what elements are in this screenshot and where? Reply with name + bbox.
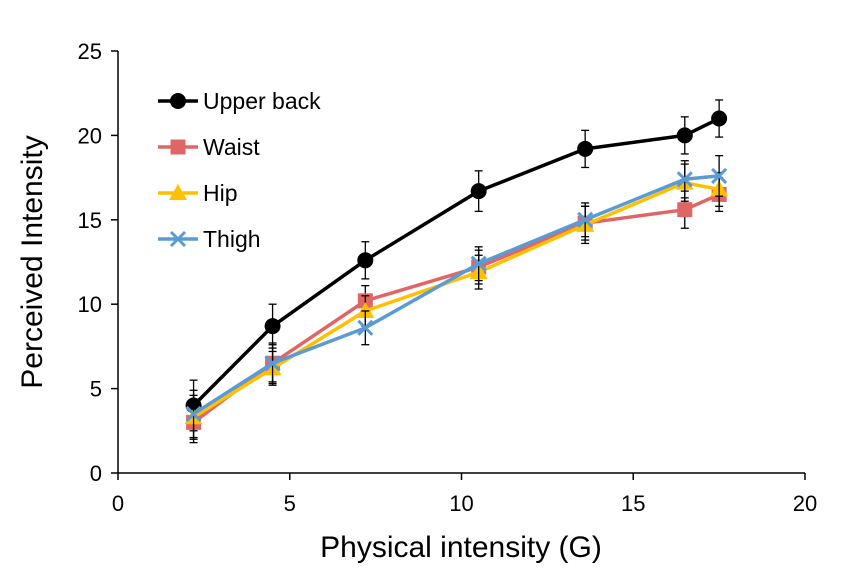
data-point — [470, 255, 487, 272]
legend-label: Upper back — [203, 88, 321, 114]
x-marker-stroke — [470, 255, 487, 272]
legend-label: Hip — [203, 180, 238, 206]
legend-label: Thigh — [203, 226, 261, 252]
series-upper-back — [185, 99, 728, 432]
legend-marker — [170, 139, 186, 155]
y-tick-label: 15 — [78, 208, 102, 233]
x-marker-stroke — [676, 171, 693, 188]
x-axis-title: Physical intensity (G) — [320, 531, 602, 564]
data-point — [577, 211, 594, 228]
x-marker-stroke — [264, 355, 281, 372]
y-tick-label: 0 — [90, 461, 102, 486]
data-point — [577, 140, 594, 157]
y-tick-label: 10 — [78, 292, 102, 317]
x-tick-label: 20 — [793, 491, 817, 516]
legend-marker — [170, 93, 186, 109]
legend-marker — [169, 230, 187, 248]
legend-item: Upper back — [158, 88, 321, 114]
axes: 0 5 10 15 20 0 5 10 15 20 25 — [78, 39, 818, 516]
x-marker-stroke — [711, 167, 728, 184]
legend-item: Thigh — [158, 226, 261, 252]
legend: Upper back Waist Hip Thigh — [158, 88, 321, 252]
legend-label: Waist — [203, 134, 260, 160]
x-marker-stroke — [357, 319, 374, 336]
legend-marker — [169, 184, 187, 200]
data-point — [264, 318, 281, 335]
data-point — [356, 301, 375, 318]
x-marker-stroke — [185, 405, 202, 422]
data-point — [711, 110, 728, 127]
data-point — [676, 171, 693, 188]
data-point — [357, 252, 374, 269]
series-layer — [184, 99, 729, 444]
series-thigh — [185, 155, 728, 439]
data-point — [711, 167, 728, 184]
data-point — [470, 183, 487, 200]
x-marker-stroke — [169, 230, 187, 248]
legend-item: Hip — [158, 180, 238, 206]
y-tick-label: 20 — [78, 123, 102, 148]
x-marker-stroke — [577, 211, 594, 228]
data-point — [677, 202, 693, 218]
data-point — [185, 405, 202, 422]
data-point — [264, 355, 281, 372]
x-tick-label: 10 — [449, 491, 473, 516]
x-tick-label: 15 — [621, 491, 645, 516]
x-tick-label: 5 — [284, 491, 296, 516]
y-axis-title: Perceived Intensity — [16, 135, 49, 388]
y-tick-label: 5 — [90, 377, 102, 402]
x-tick-label: 0 — [112, 491, 124, 516]
legend-item: Waist — [158, 134, 260, 160]
y-tick-label: 25 — [78, 39, 102, 64]
data-point — [357, 319, 374, 336]
series-waist — [186, 176, 727, 444]
data-point — [676, 127, 693, 144]
